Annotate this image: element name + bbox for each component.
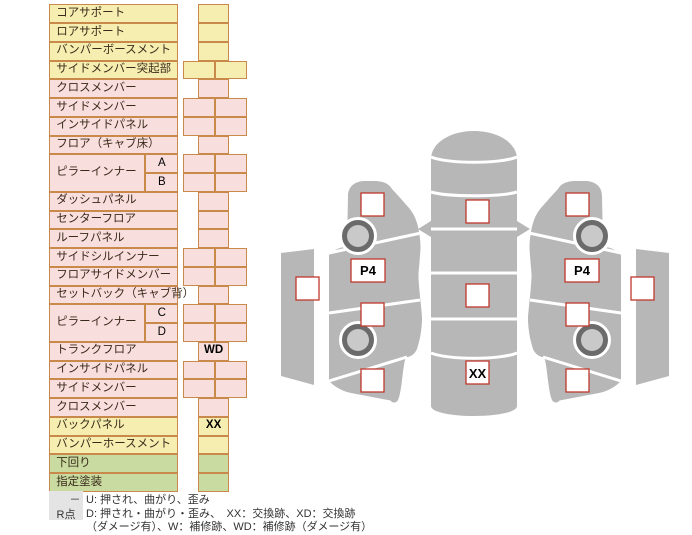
svg-text:P4: P4 <box>574 263 591 278</box>
svg-text:XX: XX <box>469 366 487 381</box>
svg-text:P4: P4 <box>360 263 377 278</box>
